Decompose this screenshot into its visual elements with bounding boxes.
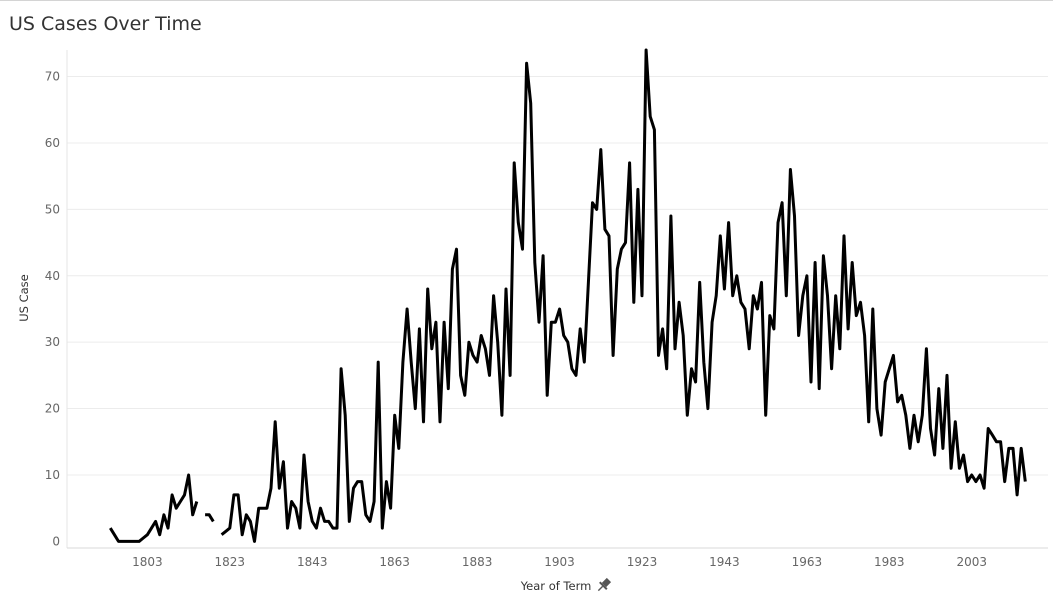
- gridlines: [67, 76, 1048, 476]
- series-line-segment-1[interactable]: [205, 513, 215, 523]
- x-tick-label: 1963: [792, 555, 823, 569]
- y-tick-label: 0: [52, 534, 60, 548]
- top-border: [0, 0, 1053, 1]
- x-tick-labels: 1803 1823 1843 1863 1883 1903 1923 1943 1963 1983…: [132, 555, 987, 569]
- x-tick-label: 1983: [874, 555, 905, 569]
- x-tick-label: 1923: [627, 555, 658, 569]
- series-line-segment-2[interactable]: [220, 48, 1027, 543]
- series-lines: [109, 48, 1027, 543]
- x-tick-label: 1823: [215, 555, 246, 569]
- y-tick-label: 50: [45, 202, 60, 216]
- x-tick-label: 1863: [379, 555, 410, 569]
- x-tick-label: 1903: [544, 555, 575, 569]
- pin-icon[interactable]: [595, 577, 613, 595]
- y-tick-label: 20: [45, 402, 60, 416]
- y-tick-label: 40: [45, 269, 60, 283]
- y-axis-title: US Case: [17, 274, 31, 322]
- x-tick-label: 1943: [709, 555, 740, 569]
- x-axis-title: Year of Term: [520, 579, 592, 593]
- x-tick-label: 2003: [956, 555, 987, 569]
- series-line-segment-0[interactable]: [109, 473, 199, 543]
- chart-title: US Cases Over Time: [9, 13, 202, 35]
- x-tick-label: 1803: [132, 555, 163, 569]
- y-tick-label: 10: [45, 468, 60, 482]
- x-tick-label: 1883: [462, 555, 493, 569]
- y-tick-label: 30: [45, 335, 60, 349]
- y-tick-labels: 0 10 20 30 40 50 60 70: [45, 70, 60, 549]
- y-tick-label: 60: [45, 136, 60, 150]
- x-tick-label: 1843: [297, 555, 328, 569]
- y-tick-label: 70: [45, 70, 60, 84]
